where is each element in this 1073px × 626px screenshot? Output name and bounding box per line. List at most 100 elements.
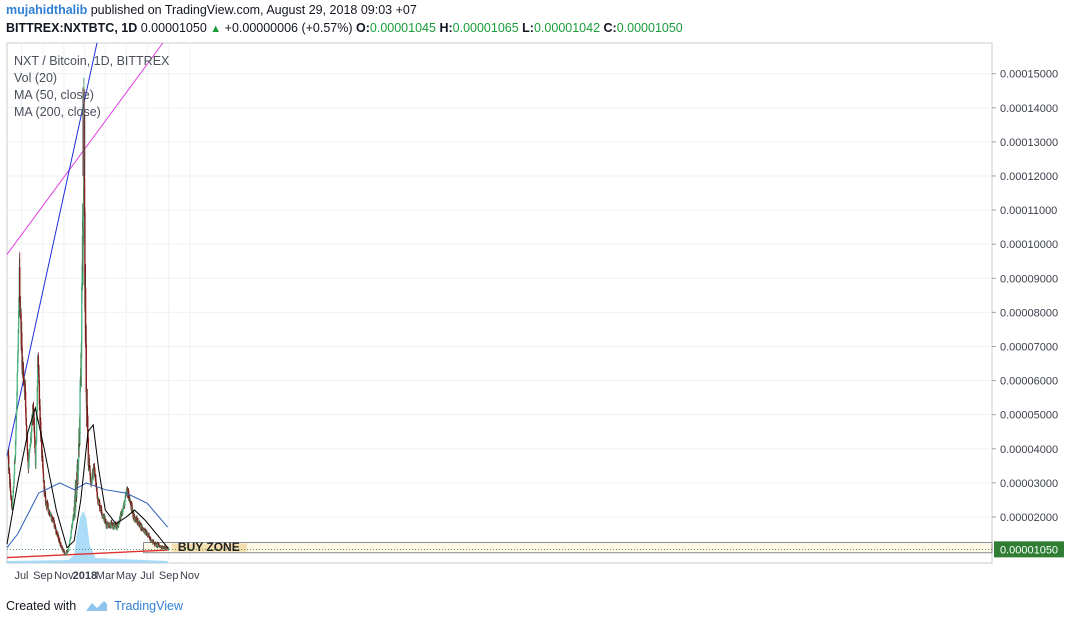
candle-body xyxy=(114,525,116,528)
candle-body xyxy=(24,383,26,392)
candle-body xyxy=(109,527,111,529)
candle-body xyxy=(8,468,11,474)
candle-body xyxy=(60,542,62,546)
y-tick-label: 0.00006000 xyxy=(1000,376,1058,388)
candle-body xyxy=(83,119,85,179)
candle-body xyxy=(96,492,99,499)
candle-body xyxy=(42,459,44,469)
x-tick-label: Sep xyxy=(159,570,179,582)
candle-body xyxy=(96,488,98,493)
candle-body xyxy=(13,460,16,475)
candle-body xyxy=(37,356,40,369)
candle-body xyxy=(16,392,18,407)
y-tick-label: 0.00013000 xyxy=(1000,137,1058,149)
x-tick-label: Nov xyxy=(180,570,200,582)
candle-body xyxy=(87,437,90,466)
x-tick-label: Mar xyxy=(96,570,115,582)
legend-ma200[interactable]: MA (200, close) xyxy=(14,105,101,119)
candle-body xyxy=(36,363,39,386)
open-value: 0.00001045 xyxy=(369,21,436,35)
candle-body xyxy=(55,530,58,533)
candle-body xyxy=(29,449,31,453)
candle-body xyxy=(70,529,73,532)
candle-body xyxy=(70,531,72,538)
candle-body xyxy=(39,406,41,423)
candle-body xyxy=(84,287,87,342)
candle-body xyxy=(26,436,29,451)
x-tick-label: May xyxy=(116,570,137,582)
x-tick-label: Sep xyxy=(33,570,53,582)
candle-body xyxy=(45,500,47,504)
candle-body xyxy=(79,386,81,434)
candle-body xyxy=(17,350,19,360)
legend-vol[interactable]: Vol (20) xyxy=(14,71,57,85)
candle-body xyxy=(47,503,49,510)
candle-body xyxy=(134,518,136,521)
candle-body xyxy=(124,495,127,497)
candle-body xyxy=(81,284,83,343)
candle-body xyxy=(13,481,15,487)
candle-body xyxy=(49,516,52,517)
close-value: 0.00001050 xyxy=(616,21,683,35)
candle-body xyxy=(34,437,36,448)
author-link[interactable]: mujahidthalib xyxy=(6,3,88,17)
candle-body xyxy=(15,416,17,430)
candle-body xyxy=(127,490,130,501)
legend-ma50[interactable]: MA (50, close) xyxy=(14,88,94,102)
tradingview-link[interactable]: TradingView xyxy=(114,599,183,613)
candle-body xyxy=(99,502,101,509)
buy-zone-label-bg xyxy=(171,543,247,552)
y-tick-label: 0.00003000 xyxy=(1000,478,1058,490)
legend: NXT / Bitcoin, 1D, BITTREX Vol (20) MA (… xyxy=(14,54,170,119)
candle-body xyxy=(167,548,170,550)
candle-body xyxy=(130,501,132,506)
candle-body xyxy=(19,267,21,302)
low-value: 0.00001042 xyxy=(533,21,601,35)
y-tick-label: 0.00012000 xyxy=(1000,171,1058,183)
y-tick-label: 0.00007000 xyxy=(1000,341,1058,353)
candle-body xyxy=(28,454,30,466)
candle-body xyxy=(17,328,20,351)
candle-body xyxy=(82,230,84,259)
close-label: C: xyxy=(603,21,617,35)
candle-body xyxy=(152,540,155,544)
candle-body xyxy=(21,332,23,348)
candle-body xyxy=(42,472,45,483)
candle-body xyxy=(9,482,12,492)
candle-body xyxy=(15,429,17,441)
candle-body xyxy=(59,539,61,544)
candle-body xyxy=(84,211,86,309)
candle-body xyxy=(85,344,87,393)
y-tick-label: 0.00011000 xyxy=(1000,205,1057,217)
y-tick-label: 0.00014000 xyxy=(1000,103,1058,115)
candle-body xyxy=(119,517,121,524)
candle-body xyxy=(94,470,96,476)
candle-body xyxy=(65,551,67,555)
ohlc-bar: BITTREX:NXTBTC, 1D 0.00001050 ▲ +0.00000… xyxy=(6,21,683,35)
candle-body xyxy=(12,490,14,497)
candle-body xyxy=(28,452,31,455)
candle-body xyxy=(38,382,41,405)
x-tick-label: Nov xyxy=(54,570,74,582)
y-tick-label: 0.00010000 xyxy=(1000,239,1058,251)
candle-body xyxy=(164,546,166,548)
volume-fill xyxy=(7,511,168,563)
candle-body xyxy=(163,549,165,550)
candle-body xyxy=(15,406,18,417)
current-price-label: 0.00001050 xyxy=(1000,544,1058,556)
y-tick-label: 0.00002000 xyxy=(1000,512,1058,524)
current-price-box xyxy=(994,541,1064,558)
candle-body xyxy=(16,359,19,373)
candle-body xyxy=(57,536,60,541)
candle-body xyxy=(42,468,44,473)
candle-body xyxy=(122,507,124,512)
candle-body xyxy=(132,511,134,518)
candle-body xyxy=(13,474,15,482)
publish-info: mujahidthalib published on TradingView.c… xyxy=(6,3,417,17)
candle-body xyxy=(35,444,37,466)
candle-body xyxy=(69,540,71,544)
moving-averages xyxy=(6,405,169,549)
candle-body xyxy=(72,518,74,524)
